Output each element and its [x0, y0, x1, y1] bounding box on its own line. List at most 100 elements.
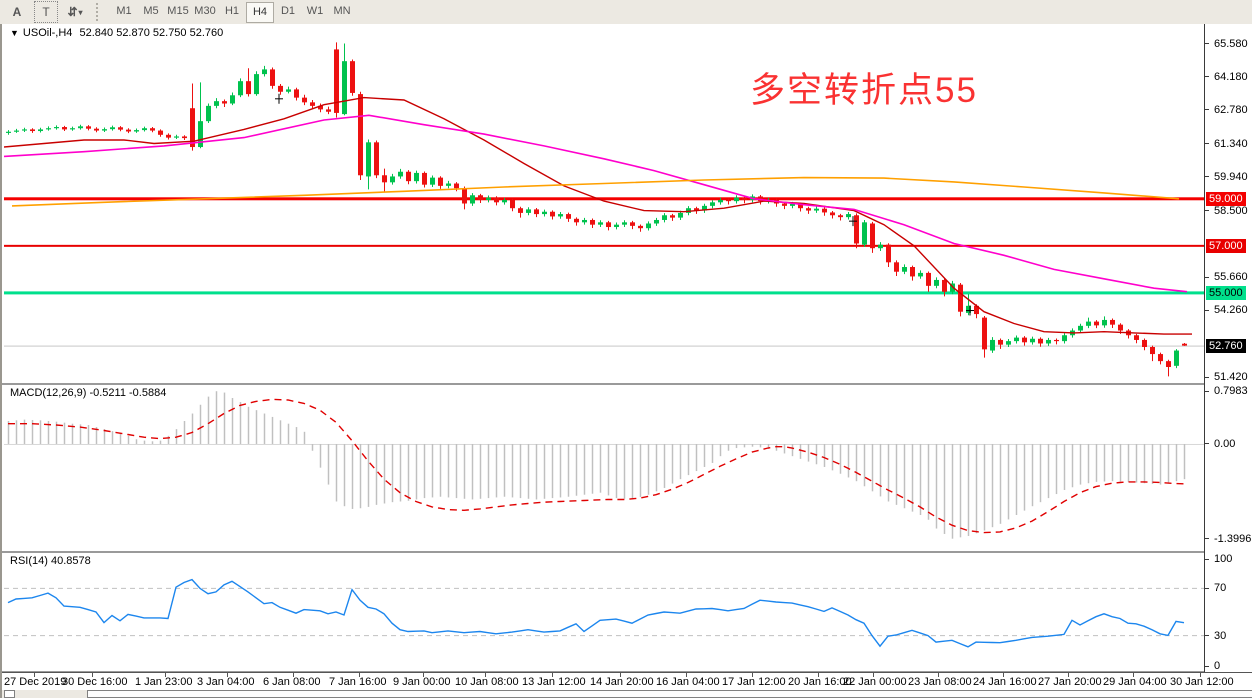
date-tick: [818, 673, 819, 677]
timeframe-button-M5[interactable]: M5: [143, 5, 159, 17]
date-tick: [873, 673, 874, 677]
axis-tick: [1205, 277, 1209, 278]
macd-axis-label: 0.7983: [1214, 385, 1248, 397]
date-label: 24 Jan 16:00: [973, 676, 1037, 688]
text-label-tool-button[interactable]: T: [34, 1, 58, 23]
date-label: 3 Jan 04:00: [197, 676, 255, 688]
chart-title: ▼ USOil-,H4 52.840 52.870 52.750 52.760: [10, 27, 223, 39]
annotation-text[interactable]: 多空转折点55: [750, 71, 978, 110]
date-tick: [34, 673, 35, 677]
arrows-tool-button[interactable]: ⇵ ▾: [64, 2, 86, 22]
axis-tick: [1205, 109, 1209, 110]
price-badge-57.000: 57.000: [1206, 238, 1246, 253]
rsi-axis-label: 30: [1214, 629, 1227, 642]
top-toolbar: A T ⇵ ▾ M1 M5 M15 M30 H1 H4 D1 W1 MN: [0, 0, 1252, 25]
price-axis[interactable]: 65.580 64.180 62.780 61.340 59.940 58.500 55.6…: [1204, 24, 1252, 672]
date-label: 30 Dec 16:00: [62, 676, 128, 688]
rsi-line: [7, 578, 1185, 648]
rsi-canvas[interactable]: [4, 553, 1204, 671]
macd-axis-label: -1.3996: [1214, 532, 1252, 545]
rsi-axis-label: 0: [1214, 660, 1221, 672]
date-tick: [423, 673, 424, 677]
pane-separator[interactable]: [2, 551, 1252, 554]
horizontal-scrollbar: [2, 690, 1252, 698]
axis-tick: [1205, 588, 1209, 589]
date-tick: [686, 673, 687, 677]
date-label: 13 Jan 12:00: [522, 676, 586, 688]
date-tick: [165, 673, 166, 677]
date-label: 17 Jan 12:00: [722, 676, 786, 688]
rsi-indicator-label: RSI(14) 40.8578: [10, 555, 91, 567]
price-tick-label: 64.180: [1214, 70, 1248, 83]
timeframe-button-H1[interactable]: H1: [224, 5, 240, 17]
date-label: 20 Jan 16:00: [788, 676, 852, 688]
date-tick: [485, 673, 486, 677]
symbol-dropdown-icon[interactable]: ▼: [10, 28, 19, 38]
price-tick-label: 59.940: [1214, 170, 1248, 183]
date-label: 22 Jan 00:00: [843, 676, 907, 688]
macd-canvas[interactable]: [4, 385, 1204, 551]
axis-tick: [1205, 310, 1209, 311]
price-tick-label: 62.780: [1214, 103, 1248, 116]
date-tick: [620, 673, 621, 677]
date-tick: [1068, 673, 1069, 677]
timeframe-button-M1[interactable]: M1: [116, 5, 132, 17]
price-badge-52.760: 52.760: [1206, 338, 1246, 353]
date-label: 27 Jan 20:00: [1038, 676, 1102, 688]
price-tick-label: 51.420: [1214, 371, 1248, 384]
arrows-icon: ⇵: [67, 5, 78, 19]
date-label: 7 Jan 16:00: [329, 676, 387, 688]
scrollbar-home-box[interactable]: [4, 690, 15, 698]
chart-title-ohlc: 52.840 52.870 52.750 52.760: [79, 27, 224, 39]
date-tick: [552, 673, 553, 677]
axis-tick: [1205, 43, 1209, 44]
axis-tick: [1205, 635, 1209, 636]
price-tick-label: 61.340: [1214, 137, 1248, 150]
axis-tick: [1205, 76, 1209, 77]
axis-tick: [1205, 666, 1209, 667]
ma-fast-red: [4, 96, 1192, 335]
date-tick: [1003, 673, 1004, 677]
date-tick: [938, 673, 939, 677]
timeframe-toolbar: M1 M5 M15 M30 H1 H4 D1 W1 MN: [111, 1, 356, 23]
timeframe-button-D1[interactable]: D1: [280, 5, 296, 17]
macd-axis-label: 0.00: [1214, 437, 1236, 450]
text-label-icon: T: [42, 5, 50, 19]
axis-tick: [1205, 443, 1209, 444]
date-tick: [359, 673, 360, 677]
date-label: 14 Jan 20:00: [590, 676, 654, 688]
scrollbar-thumb[interactable]: [87, 690, 1252, 698]
date-label: 10 Jan 08:00: [455, 676, 519, 688]
macd-signal-line: [8, 398, 1185, 534]
date-label: 27 Dec 2019: [4, 676, 67, 688]
date-tick: [752, 673, 753, 677]
main-chart-canvas[interactable]: [4, 28, 1204, 383]
date-label: 16 Jan 04:00: [656, 676, 720, 688]
ma-mid-magenta: [4, 114, 1188, 293]
timeframe-button-M15[interactable]: M15: [167, 5, 189, 17]
timeframe-button-W1[interactable]: W1: [306, 5, 324, 17]
price-badge-55.000: 55.000: [1206, 285, 1246, 300]
timeframe-button-MN[interactable]: MN: [333, 5, 351, 17]
chart-title-symbol: USOil-,H4: [22, 27, 73, 39]
axis-tick: [1205, 538, 1209, 539]
date-tick: [1200, 673, 1201, 677]
date-label: 1 Jan 23:00: [135, 676, 193, 688]
axis-tick: [1205, 391, 1209, 392]
font-tool-button[interactable]: A: [6, 2, 28, 22]
timeframe-button-M30[interactable]: M30: [194, 5, 216, 17]
date-tick: [293, 673, 294, 677]
date-tick: [227, 673, 228, 677]
rsi-axis-label: 100: [1214, 553, 1233, 565]
price-tick-label: 54.260: [1214, 304, 1248, 317]
timeframe-button-H4[interactable]: H4: [246, 1, 274, 23]
date-label: 30 Jan 12:00: [1170, 676, 1234, 688]
ma-slow-orange: [11, 176, 1180, 207]
axis-tick: [1205, 559, 1209, 560]
price-badge-59.000: 59.000: [1206, 191, 1246, 206]
date-axis[interactable]: 27 Dec 2019 30 Dec 16:00 1 Jan 23:00 3 Jan …: [2, 672, 1252, 691]
pane-separator[interactable]: [2, 383, 1252, 386]
axis-tick: [1205, 377, 1209, 378]
chevron-down-icon: ▾: [78, 7, 83, 17]
chart-window[interactable]: ▼ USOil-,H4 52.840 52.870 52.750 52.760 多…: [0, 24, 1252, 698]
